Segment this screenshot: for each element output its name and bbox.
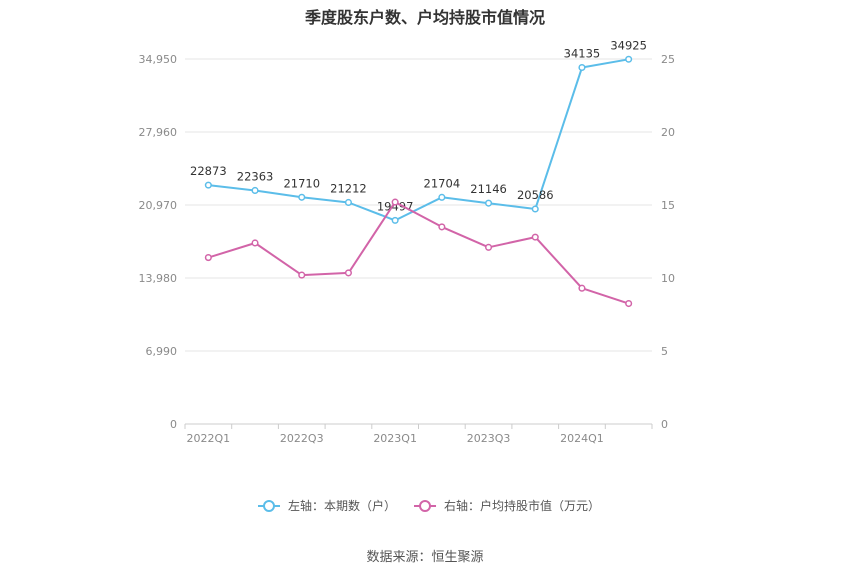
x-tick-label: 2024Q1 [560,432,604,445]
data-label: 19497 [377,199,414,213]
data-point [578,284,586,292]
left-tick-label: 27,960 [139,126,178,139]
series-line-1 [208,58,629,222]
data-label: 22873 [190,164,227,178]
data-point [251,239,259,247]
data-point [391,198,399,206]
left-tick-label: 6,990 [146,345,178,358]
legend-label: 左轴：本期数（户） [288,498,396,513]
data-label: 34135 [564,47,601,61]
left-tick-label: 13,980 [139,272,178,285]
legend-label: 右轴：户均持股市值（万元） [444,498,600,513]
data-point [438,223,446,231]
data-point [391,216,399,224]
right-tick-label: 5 [661,345,668,358]
legend-swatch-marker [263,500,275,512]
x-tick-label: 2023Q1 [373,432,417,445]
left-tick-label: 0 [170,418,177,431]
data-point [298,193,306,201]
data-label: 21710 [283,176,320,190]
x-tick-label: 2022Q1 [187,432,231,445]
data-point [344,198,353,207]
data-label: 34925 [610,38,647,52]
data-point [531,233,539,241]
data-label: 21704 [424,176,461,190]
data-label: 21146 [470,182,507,196]
data-label: 21212 [330,181,367,195]
legend-swatch-marker [419,500,432,512]
data-label: 22363 [237,169,274,183]
data-label: 20586 [517,188,554,202]
series-line-2 [208,201,630,305]
left-tick-label: 34,950 [139,53,178,66]
data-point [251,186,259,195]
data-point [625,300,633,308]
data-point [204,181,212,189]
right-tick-label: 20 [661,126,675,139]
data-point [531,205,539,213]
data-point [298,271,306,279]
data-point [344,269,353,277]
data-point [485,199,493,207]
data-point [204,254,212,262]
data-point [438,193,446,201]
right-tick-label: 10 [661,272,675,285]
source-note: 数据来源：恒生聚源 [366,550,484,565]
right-tick-label: 15 [661,199,675,212]
x-tick-label: 2022Q3 [280,432,324,445]
right-tick-label: 25 [661,53,675,66]
left-tick-label: 20,970 [139,199,178,212]
right-tick-label: 0 [661,418,668,431]
data-point [578,63,586,72]
data-point [485,243,493,251]
chart-title: 季度股东户数、户均持股市值情况 [304,8,545,27]
x-tick-label: 2023Q3 [467,432,511,445]
data-point [625,55,633,63]
